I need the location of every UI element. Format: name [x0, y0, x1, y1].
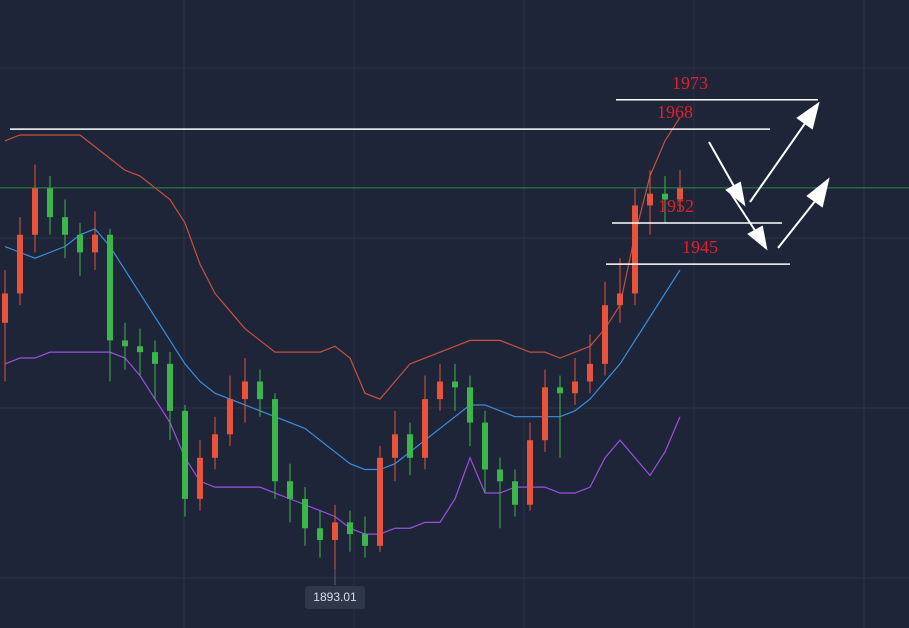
arrowhead: [806, 177, 830, 208]
candle-body: [317, 528, 323, 540]
candle-body: [362, 534, 368, 546]
plot: 1973 1968 1952 1945 1893.01: [0, 73, 909, 609]
arrowhead: [725, 181, 746, 207]
candle-body: [482, 422, 488, 470]
candle-body: [467, 387, 473, 423]
candle-body: [497, 469, 503, 482]
candle-body: [227, 399, 233, 435]
arrows: [708, 101, 830, 251]
candle-body: [557, 387, 563, 394]
candle-body: [572, 381, 578, 394]
arrow: [708, 141, 736, 189]
candle-body: [602, 305, 608, 364]
candle-body: [167, 363, 173, 411]
candle-body: [647, 193, 653, 206]
arrowhead: [747, 225, 768, 251]
level-label: 1952: [658, 196, 694, 216]
level-label: 1973: [672, 73, 708, 93]
low-label-box: [305, 586, 365, 609]
candle-body: [287, 481, 293, 499]
indicator-line: [4, 228, 681, 471]
candle-body: [62, 217, 68, 235]
candle-body: [212, 434, 218, 458]
candle-body: [77, 234, 83, 253]
candle-body: [47, 187, 53, 218]
candle-body: [152, 352, 158, 364]
candle-body: [392, 434, 398, 458]
candle-body: [122, 340, 128, 347]
arrowhead: [796, 101, 820, 130]
candle-body: [677, 187, 683, 200]
candle-body: [587, 363, 593, 382]
candle-body: [272, 399, 278, 482]
candle-body: [332, 522, 338, 540]
arrow: [777, 199, 817, 249]
candle-body: [407, 434, 413, 458]
candle-body: [17, 234, 23, 294]
candle-body: [542, 387, 548, 441]
candle-body: [632, 205, 638, 294]
candle-body: [437, 381, 443, 400]
candle-body: [527, 440, 533, 505]
candle-body: [377, 457, 383, 546]
indicator-line: [4, 351, 681, 535]
candle-body: [182, 410, 188, 499]
candle-body: [452, 381, 458, 388]
level-label: 1968: [657, 102, 693, 122]
candle-body: [347, 522, 353, 535]
candle-body: [197, 457, 203, 499]
candle-body: [302, 498, 308, 529]
candle-body: [422, 399, 428, 458]
candle-body: [617, 293, 623, 306]
candle-body: [662, 193, 668, 200]
candle-body: [2, 293, 8, 323]
candle-body: [137, 346, 143, 353]
candle-body: [242, 381, 248, 400]
level-label: 1945: [682, 237, 718, 257]
candle-body: [107, 234, 113, 341]
arrow: [749, 121, 807, 203]
low-label: 1893.01: [313, 590, 357, 604]
arrow: [729, 191, 757, 233]
candle-body: [512, 481, 518, 505]
indicator-line: [4, 117, 681, 400]
candle-body: [92, 234, 98, 253]
candle-body: [32, 187, 38, 235]
candle-body: [257, 381, 263, 400]
